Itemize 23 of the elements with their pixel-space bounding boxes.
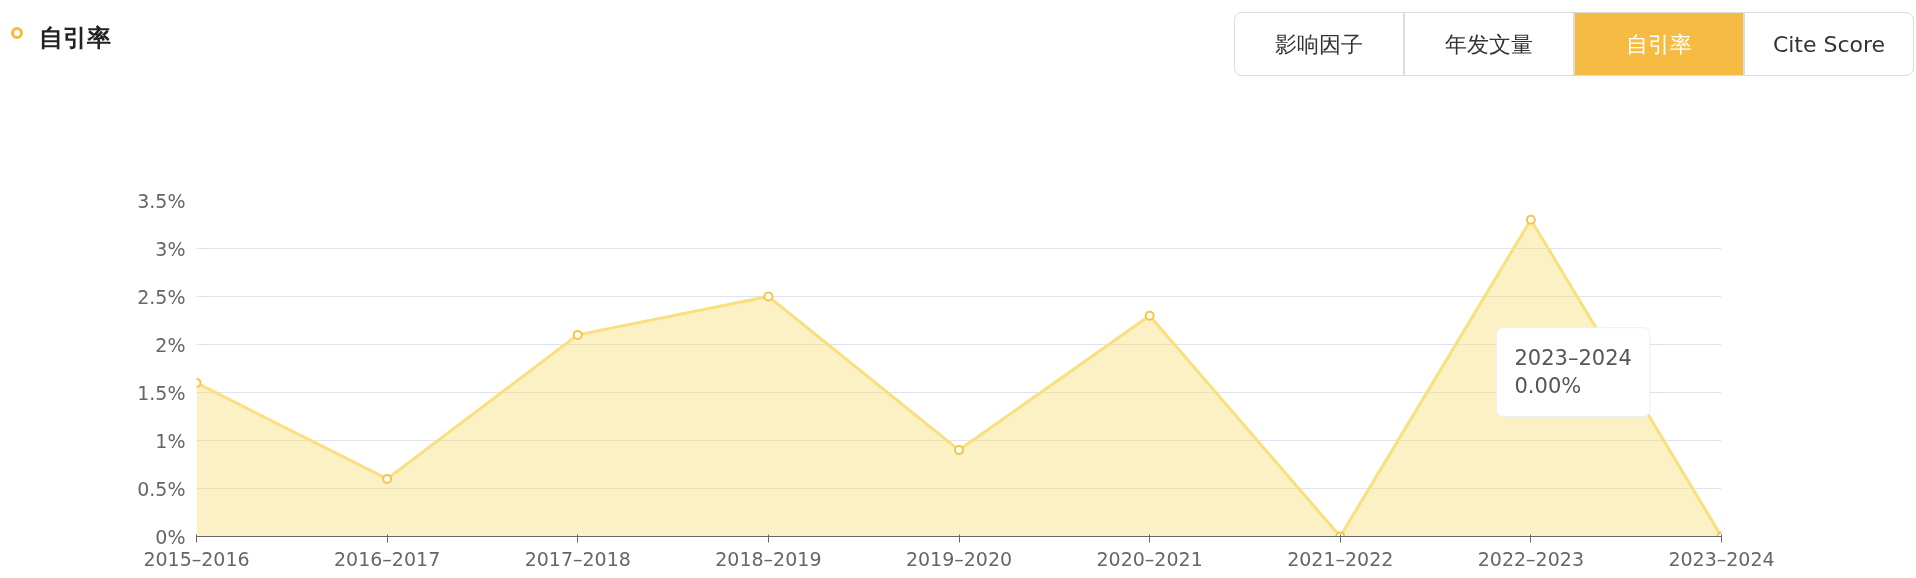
text: Cite Score bbox=[1744, 12, 1914, 76]
y-tick-label: 3.5% bbox=[137, 189, 186, 212]
x-tick-label: 2022–2023 bbox=[1477, 547, 1584, 570]
chart-title: 自引率 bbox=[39, 23, 111, 54]
y-tick-label: 1% bbox=[155, 429, 186, 452]
y-tick-label: 0.5% bbox=[137, 477, 186, 500]
y-tick-label: 2% bbox=[155, 333, 186, 356]
x-tick-label: 2019–2020 bbox=[905, 547, 1013, 570]
x-tick-label: 2021–2022 bbox=[1287, 547, 1394, 570]
x-tick-label: 2016–2017 bbox=[334, 547, 441, 570]
annotation: 2023–2024 0.00% bbox=[1514, 345, 1632, 399]
x-tick-label: 2023–2024 bbox=[1668, 547, 1775, 570]
text: 自引率 bbox=[1574, 12, 1744, 76]
y-tick-label: 1.5% bbox=[137, 381, 186, 404]
x-tick-label: 2017–2018 bbox=[524, 547, 631, 570]
text: 影响因子 bbox=[1234, 12, 1404, 76]
x-tick-label: 2020–2021 bbox=[1096, 547, 1203, 570]
x-tick-label: 2015–2016 bbox=[143, 547, 250, 570]
y-tick-label: 0% bbox=[155, 525, 186, 548]
text: 年发文量 bbox=[1404, 12, 1574, 76]
y-tick-label: 2.5% bbox=[137, 285, 186, 308]
x-tick-label: 2018–2019 bbox=[715, 547, 822, 570]
y-tick-label: 3% bbox=[155, 237, 186, 260]
